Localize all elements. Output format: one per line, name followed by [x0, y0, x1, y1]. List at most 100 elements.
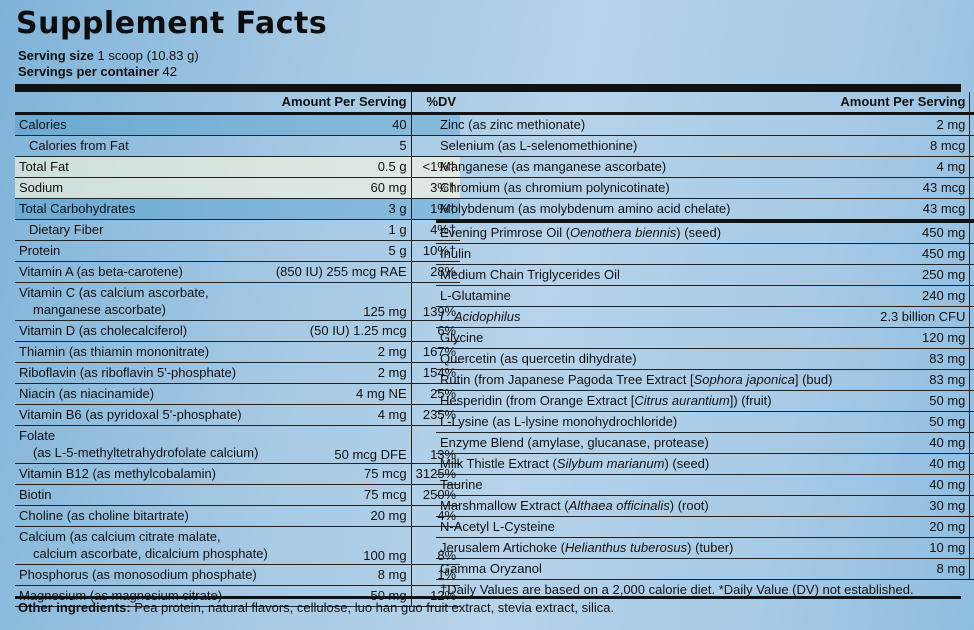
- servings-per-container-label: Servings per container: [18, 64, 159, 79]
- nutrient-name-line: Biotin: [19, 487, 52, 502]
- nutrient-name: Vitamin C (as calcium ascorbate, manganes…: [15, 282, 272, 321]
- nutrient-name: Calories from Fat: [15, 135, 272, 157]
- ingredient-name-text: Marshmallow Extract (: [440, 498, 569, 513]
- nutrient-name-line: Calories: [19, 117, 67, 132]
- nutrient-row: Calories from Fat 5: [15, 135, 461, 157]
- nutrient-row: Riboflavin (as riboflavin 5'-phosphate) 2…: [15, 362, 461, 384]
- ingredient-dv: *: [969, 306, 974, 328]
- ingredient-name-suffix: ]) (fruit): [729, 393, 772, 408]
- ingredient-amount: 120 mg: [836, 327, 970, 349]
- nutrient-row: Folate (as L-5-methyltetrahydrofolate cal…: [15, 425, 461, 464]
- ingredient-row: Rutin (from Japanese Pagoda Tree Extract…: [436, 369, 974, 391]
- ingredient-row: L-Lysine (as L-lysine monohydrochloride)…: [436, 411, 974, 433]
- nutrient-name: Riboflavin (as riboflavin 5'-phosphate): [15, 362, 272, 384]
- ingredient-name-text: Jerusalem Artichoke (: [440, 540, 565, 555]
- ingredient-dv: *: [969, 537, 974, 559]
- ingredient-amount: 20 mg: [836, 516, 970, 538]
- nutrient-amount: (850 IU) 255 mcg RAE: [271, 261, 412, 283]
- top-rule: [15, 84, 961, 92]
- ingredient-name-text: Enzyme Blend (amylase, glucanase, protea…: [440, 435, 709, 450]
- nutrient-row: Calcium (as calcium citrate malate, calci…: [15, 526, 461, 565]
- mineral-name: Manganese (as manganese ascorbate): [436, 156, 837, 178]
- ingredient-name-suffix: ) (tuber): [687, 540, 734, 555]
- ingredient-name: Jerusalem Artichoke (Helianthus tuberosu…: [436, 537, 837, 559]
- nutrient-row: Thiamin (as thiamin mononitrate) 2 mg 167%: [15, 341, 461, 363]
- ingredient-name: Hesperidin (from Orange Extract [Citrus …: [436, 390, 837, 412]
- ingredient-row: L-Glutamine 240 mg*: [436, 285, 974, 307]
- nutrient-name-line: Vitamin C (as calcium ascorbate,: [19, 285, 209, 300]
- nutrient-row: Biotin 75 mcg 250%: [15, 484, 461, 506]
- nutrient-amount: 0.5 g: [271, 156, 412, 178]
- ingredient-name: Taurine: [436, 474, 837, 496]
- nutrient-name-line: Thiamin (as thiamin mononitrate): [19, 344, 210, 359]
- nutrient-name-line: Total Carbohydrates: [19, 201, 136, 216]
- mineral-row: Selenium (as L-selenomethionine)8 mcg15%: [436, 135, 974, 157]
- right-nutrient-table: Amount Per Serving %DV Zinc (as zinc met…: [436, 92, 974, 600]
- nutrient-row: Vitamin D (as cholecalciferol) (50 IU) 1.…: [15, 320, 461, 342]
- mineral-amount: 2 mg: [836, 113, 970, 136]
- nutrient-row: Total Carbohydrates 3 g 1%†: [15, 198, 461, 220]
- ingredient-dv: *: [969, 285, 974, 307]
- ingredient-amount: 450 mg: [836, 221, 970, 244]
- ingredient-name: Milk Thistle Extract (Silybum marianum) …: [436, 453, 837, 475]
- ingredient-name-text: Evening Primrose Oil (: [440, 225, 571, 240]
- ingredient-amount: 8 mg: [836, 558, 970, 580]
- serving-size-value: 1 scoop (10.83 g): [97, 48, 199, 63]
- ingredient-name: L. Acidophilus: [436, 306, 837, 328]
- nutrient-amount: 4 mg NE: [271, 383, 412, 405]
- ingredient-row: Jerusalem Artichoke (Helianthus tuberosu…: [436, 537, 974, 559]
- ingredient-name-suffix: ) (root): [669, 498, 709, 513]
- ingredient-name-text: Taurine: [440, 477, 483, 492]
- ingredient-latin-name: Silybum marianum: [556, 456, 665, 471]
- ingredient-name: L-Lysine (as L-lysine monohydrochloride): [436, 411, 837, 433]
- nutrient-name: Choline (as choline bitartrate): [15, 505, 272, 527]
- ingredient-name: Glycine: [436, 327, 837, 349]
- ingredient-name-text: Hesperidin (from Orange Extract [: [440, 393, 635, 408]
- ingredient-row: Quercetin (as quercetin dihydrate) 83 mg*: [436, 348, 974, 370]
- ingredient-dv: *: [969, 264, 974, 286]
- nutrient-name: Vitamin D (as cholecalciferol): [15, 320, 272, 342]
- nutrient-name: Total Carbohydrates: [15, 198, 272, 220]
- ingredient-dv: *: [969, 516, 974, 538]
- mineral-dv: 96%: [969, 198, 974, 223]
- mineral-row: Zinc (as zinc methionate)2 mg18%: [436, 113, 974, 136]
- nutrient-name: Calcium (as calcium citrate malate, calci…: [15, 526, 272, 565]
- nutrient-name: Vitamin B12 (as methylcobalamin): [15, 463, 272, 485]
- ingredient-amount: 40 mg: [836, 474, 970, 496]
- footnote-row: †Daily Values are based on a 2,000 calor…: [436, 580, 974, 601]
- nutrient-name: Vitamin A (as beta-carotene): [15, 261, 272, 283]
- ingredient-latin-name: L. Acidophilus: [440, 309, 521, 324]
- mineral-dv: 123%: [969, 177, 974, 199]
- nutrient-name-line: Riboflavin (as riboflavin 5'-phosphate): [19, 365, 237, 380]
- ingredient-row: Medium Chain Triglycerides Oil 250 mg*: [436, 264, 974, 286]
- mineral-name: Molybdenum (as molybdenum amino acid che…: [436, 198, 837, 223]
- nutrient-amount: 50 mcg DFE: [271, 425, 412, 464]
- serving-info: Serving size 1 scoop (10.83 g) Servings …: [18, 48, 199, 80]
- ingredient-row: Milk Thistle Extract (Silybum marianum) …: [436, 453, 974, 475]
- nutrient-row: Total Fat 0.5 g <1%†: [15, 156, 461, 178]
- nutrient-row: Phosphorus (as monosodium phosphate) 8 mg…: [15, 564, 461, 586]
- ingredient-row: Gamma Oryzanol 8 mg*: [436, 558, 974, 580]
- right-header-row: Amount Per Serving %DV: [436, 92, 974, 115]
- nutrient-name: Niacin (as niacinamide): [15, 383, 272, 405]
- nutrient-row: Calories 40: [15, 113, 461, 136]
- mineral-dv: 18%: [969, 113, 974, 136]
- left-header-name: [15, 92, 272, 115]
- other-ingredients-value: Pea protein, natural flavors, cellulose,…: [134, 600, 615, 615]
- ingredient-latin-name: Helianthus tuberosus: [565, 540, 688, 555]
- nutrient-name-line: Vitamin B12 (as methylcobalamin): [19, 466, 217, 481]
- ingredient-amount: 10 mg: [836, 537, 970, 559]
- ingredient-dv: *: [969, 221, 974, 244]
- ingredient-name-suffix: ] (bud): [794, 372, 833, 387]
- ingredient-amount: 40 mg: [836, 453, 970, 475]
- ingredient-name: Rutin (from Japanese Pagoda Tree Extract…: [436, 369, 837, 391]
- mineral-row: Manganese (as manganese ascorbate)4 mg17…: [436, 156, 974, 178]
- nutrient-name-line: Sodium: [19, 180, 64, 195]
- nutrient-name-line: Vitamin D (as cholecalciferol): [19, 323, 188, 338]
- ingredient-name-text: Gamma Oryzanol: [440, 561, 542, 576]
- ingredient-row: Hesperidin (from Orange Extract [Citrus …: [436, 390, 974, 412]
- ingredient-dv: *: [969, 495, 974, 517]
- mineral-row: Chromium (as chromium polynicotinate) 43 …: [436, 177, 974, 199]
- nutrient-name: Protein: [15, 240, 272, 262]
- nutrient-name: Phosphorus (as monosodium phosphate): [15, 564, 272, 586]
